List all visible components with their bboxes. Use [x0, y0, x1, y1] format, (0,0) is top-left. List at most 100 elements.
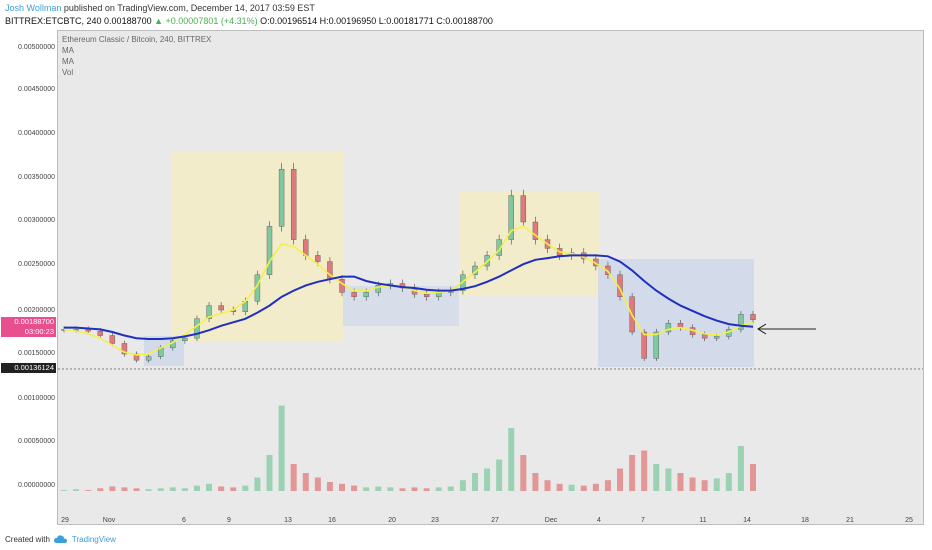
volume-bar: [665, 468, 672, 491]
x-tick: 11: [699, 517, 707, 524]
volume-bar: [689, 477, 696, 491]
volume-bar: [193, 485, 200, 491]
legend-title: Ethereum Classic / Bitcoin, 240, BITTREX: [62, 35, 212, 44]
chart-legend: Ethereum Classic / Bitcoin, 240, BITTREX…: [62, 34, 211, 78]
x-tick: 16: [328, 517, 336, 524]
annotation-arrow-head: [757, 323, 767, 335]
volume-bar: [73, 489, 80, 491]
legend-ma-2[interactable]: MA: [62, 57, 74, 66]
volume-bar: [145, 489, 152, 491]
ma-fast-line: [63, 225, 754, 356]
zone-rally-1: [171, 151, 343, 341]
volume-bar: [423, 488, 430, 491]
x-tick: 4: [597, 517, 601, 524]
chart-canvas[interactable]: [57, 30, 924, 525]
candle-body: [290, 168, 297, 240]
candle-body: [520, 195, 527, 223]
candle-body: [278, 168, 285, 227]
cloud-icon: [53, 535, 67, 543]
volume-bar: [278, 405, 285, 491]
volume-bar: [435, 487, 442, 491]
ma-slow-line: [64, 254, 754, 340]
y-tick: 0.00500000: [18, 44, 55, 51]
volume-bar: [363, 487, 370, 491]
x-tick: 29: [61, 517, 69, 524]
candle-body: [738, 314, 744, 330]
author-link[interactable]: Josh Wollman: [5, 3, 62, 13]
candle-body: [194, 318, 200, 339]
volume-bar: [85, 490, 92, 491]
volume-bars: [61, 405, 756, 491]
x-tick: 23: [431, 517, 439, 524]
volume-bar: [399, 488, 406, 491]
price-axis[interactable]: [0, 30, 57, 525]
volume-bar: [411, 487, 418, 491]
last-price: 0.00188700: [104, 16, 152, 26]
x-tick: 20: [388, 517, 396, 524]
x-tick: Dec: [544, 517, 558, 524]
volume-bar: [471, 473, 478, 491]
volume-bar: [629, 455, 636, 491]
volume-bar: [351, 485, 358, 491]
y-tick: 0.00200000: [18, 307, 55, 314]
volume-bar: [508, 428, 515, 491]
chart-svg: [58, 151, 923, 491]
candle-body: [121, 343, 128, 355]
volume-bar: [230, 487, 237, 491]
volume-bar: [532, 473, 539, 491]
x-tick: 13: [284, 517, 292, 524]
current-price-flag: 0.00188700: [1, 317, 56, 327]
x-tick: 27: [491, 517, 499, 524]
candle-body: [665, 323, 672, 333]
volume-bar: [290, 464, 297, 491]
volume-tick: 0.00000000: [18, 482, 55, 489]
legend-ma-1[interactable]: MA: [62, 46, 74, 55]
volume-bar: [459, 480, 466, 491]
volume-bar: [121, 487, 128, 491]
y-tick: 0.00300000: [18, 217, 55, 224]
volume-bar: [568, 484, 575, 491]
volume-bar: [556, 483, 563, 491]
candle-body: [363, 292, 369, 297]
zone-rally-2: [459, 191, 599, 296]
x-tick: 18: [801, 517, 809, 524]
volume-bar: [339, 483, 346, 491]
volume-bar: [641, 450, 648, 491]
candle-body: [641, 331, 647, 359]
volume-bar: [653, 464, 660, 491]
volume-bar: [750, 464, 756, 491]
volume-bar: [169, 487, 176, 491]
volume-bar: [484, 468, 491, 491]
volume-bar: [302, 473, 309, 491]
volume-bar: [496, 459, 503, 491]
volume-bar: [701, 480, 708, 491]
volume-bar: [617, 468, 624, 491]
candle-body: [375, 285, 381, 293]
candle-body: [532, 221, 539, 240]
crosshair-price-label: 0.00136124: [1, 363, 56, 373]
volume-bar: [677, 473, 684, 491]
volume-bar: [218, 486, 225, 491]
candle-body: [351, 292, 357, 297]
tradingview-brand-link[interactable]: TradingView: [71, 535, 116, 544]
volume-bar: [206, 483, 213, 491]
volume-bar: [97, 488, 104, 491]
candle-body: [109, 335, 116, 344]
candle-body: [206, 305, 212, 320]
volume-bar: [133, 488, 140, 491]
volume-bar: [314, 477, 321, 491]
zone-dip-2: [598, 259, 754, 367]
legend-vol[interactable]: Vol: [62, 68, 74, 77]
candle-body: [423, 293, 430, 298]
candle-body: [218, 305, 224, 311]
time-axis[interactable]: 29 Nov 6 9 13 16 20 23 27 Dec 4 7 11 14 …: [57, 516, 924, 528]
x-tick: 14: [743, 517, 751, 524]
x-tick: 9: [227, 517, 231, 524]
x-tick: Nov: [102, 517, 116, 524]
y-tick: 0.00450000: [18, 86, 55, 93]
volume-bar: [447, 486, 454, 491]
volume-bar: [713, 478, 720, 491]
volume-tick: 0.00050000: [18, 438, 55, 445]
volume-bar: [604, 480, 611, 491]
volume-bar: [375, 486, 382, 491]
